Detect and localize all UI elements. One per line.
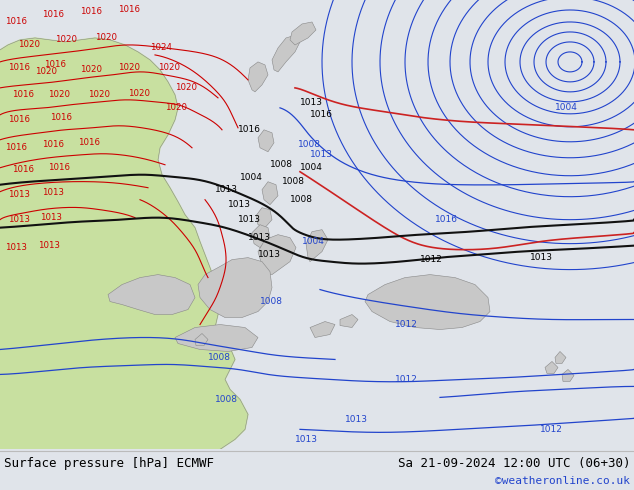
Polygon shape	[262, 182, 278, 205]
Polygon shape	[365, 274, 490, 329]
Text: 1008: 1008	[260, 297, 283, 306]
Text: 1013: 1013	[295, 435, 318, 444]
Text: 1016: 1016	[50, 113, 72, 122]
Text: 1020: 1020	[158, 63, 180, 73]
Polygon shape	[252, 224, 270, 247]
Text: 1008: 1008	[270, 160, 293, 169]
Text: 1020: 1020	[165, 103, 187, 112]
Text: Surface pressure [hPa] ECMWF: Surface pressure [hPa] ECMWF	[4, 458, 214, 470]
Polygon shape	[108, 274, 195, 315]
Text: 1020: 1020	[35, 68, 57, 76]
Polygon shape	[86, 294, 162, 449]
Text: 1020: 1020	[128, 89, 150, 98]
Text: 1020: 1020	[18, 41, 40, 49]
Text: 1008: 1008	[298, 140, 321, 149]
Polygon shape	[248, 62, 268, 92]
Text: 1016: 1016	[118, 5, 140, 15]
Text: 1016: 1016	[12, 90, 34, 99]
Text: 1013: 1013	[215, 185, 238, 194]
Text: 1020: 1020	[95, 33, 117, 43]
Text: 1016: 1016	[42, 10, 64, 20]
Text: 1013: 1013	[248, 233, 271, 242]
Text: 1013: 1013	[40, 213, 62, 222]
Text: 1024: 1024	[150, 44, 172, 52]
Text: 1012: 1012	[540, 425, 563, 434]
Polygon shape	[0, 38, 248, 449]
Text: 1013: 1013	[310, 150, 333, 159]
Text: 1016: 1016	[5, 143, 27, 152]
Text: 1020: 1020	[175, 83, 197, 93]
Text: 1004: 1004	[302, 237, 325, 246]
Text: 1012: 1012	[395, 320, 418, 329]
Text: 1016: 1016	[310, 110, 333, 120]
Text: 1013: 1013	[8, 190, 30, 199]
Text: 1016: 1016	[78, 138, 100, 147]
Text: 1008: 1008	[215, 395, 238, 404]
Text: 1008: 1008	[208, 353, 231, 362]
Text: 1008: 1008	[282, 177, 305, 186]
Text: 1013: 1013	[228, 200, 251, 209]
Text: 1016: 1016	[42, 140, 64, 149]
Text: 1016: 1016	[435, 215, 458, 224]
Text: 1013: 1013	[530, 253, 553, 262]
Text: 1016: 1016	[44, 60, 66, 70]
Text: 1012: 1012	[420, 255, 443, 264]
Text: 1013: 1013	[42, 188, 64, 197]
Polygon shape	[175, 324, 258, 351]
Text: 1013: 1013	[238, 215, 261, 224]
Polygon shape	[195, 334, 208, 345]
Polygon shape	[562, 369, 574, 381]
Polygon shape	[256, 208, 272, 228]
Text: 1016: 1016	[5, 18, 27, 26]
Text: 1013: 1013	[8, 215, 30, 224]
Text: 1004: 1004	[555, 103, 578, 112]
Text: Sa 21-09-2024 12:00 UTC (06+30): Sa 21-09-2024 12:00 UTC (06+30)	[398, 458, 630, 470]
Text: 1013: 1013	[300, 98, 323, 107]
Text: 1004: 1004	[240, 173, 263, 182]
Text: 1013: 1013	[38, 241, 60, 250]
Polygon shape	[0, 0, 634, 449]
Text: 1020: 1020	[80, 65, 102, 74]
Text: 1016: 1016	[8, 63, 30, 73]
Text: 1013: 1013	[5, 243, 27, 252]
Polygon shape	[310, 321, 335, 338]
Text: 1013: 1013	[258, 250, 281, 259]
Polygon shape	[555, 351, 566, 364]
Polygon shape	[258, 130, 274, 152]
Polygon shape	[340, 315, 358, 327]
Polygon shape	[258, 235, 296, 274]
Text: 1020: 1020	[88, 90, 110, 99]
Text: 1008: 1008	[290, 195, 313, 204]
Polygon shape	[545, 362, 558, 373]
Text: 1016: 1016	[48, 163, 70, 172]
Text: 1004: 1004	[300, 163, 323, 172]
Text: ©weatheronline.co.uk: ©weatheronline.co.uk	[495, 476, 630, 486]
Text: 1013: 1013	[345, 415, 368, 424]
Text: 1012: 1012	[395, 375, 418, 384]
Text: 1016: 1016	[8, 115, 30, 124]
Text: 1016: 1016	[12, 165, 34, 174]
Polygon shape	[290, 22, 316, 45]
Polygon shape	[198, 258, 272, 318]
Text: 1020: 1020	[118, 63, 140, 73]
Text: 1016: 1016	[238, 125, 261, 134]
Text: 1020: 1020	[55, 35, 77, 45]
Text: 1016: 1016	[80, 7, 102, 17]
Polygon shape	[272, 35, 300, 72]
Polygon shape	[306, 230, 328, 262]
Text: 1020: 1020	[48, 90, 70, 99]
